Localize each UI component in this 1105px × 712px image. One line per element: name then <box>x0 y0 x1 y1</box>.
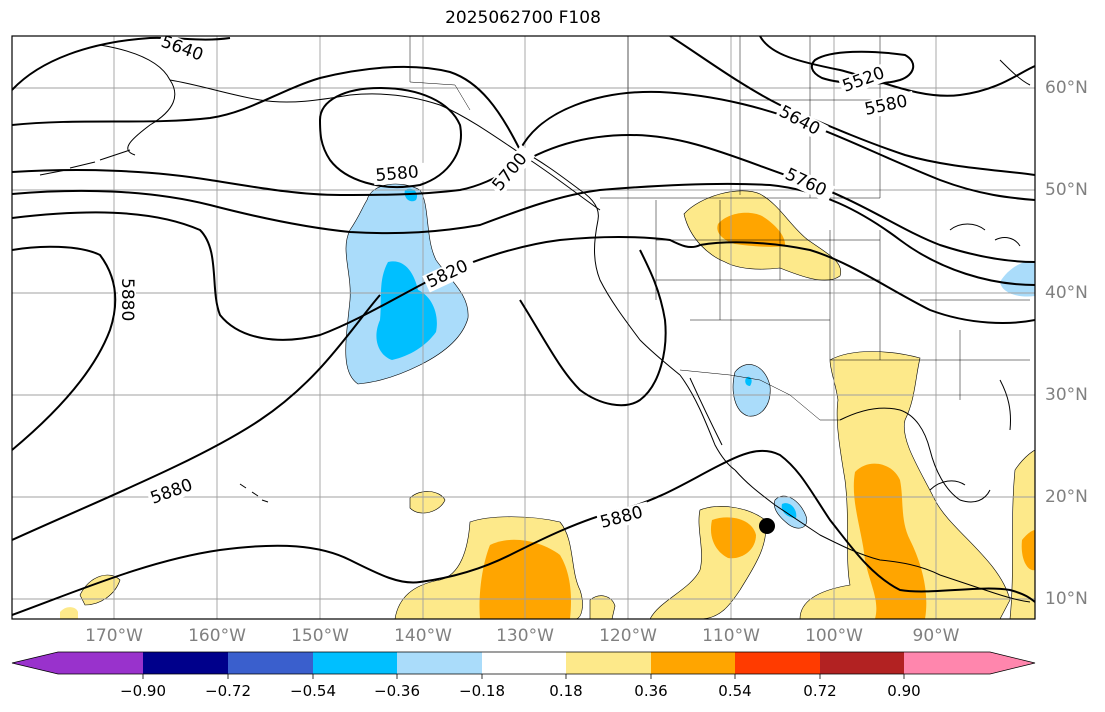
colorbar-label-2: −0.72 <box>205 682 251 700</box>
colorbar-label-8: 0.54 <box>718 682 752 700</box>
gulf-coast <box>839 407 991 503</box>
yellow-anomaly-sw-corner <box>60 607 78 619</box>
map-frame <box>11 35 1036 620</box>
florida-coast <box>999 379 1011 431</box>
lat-label-60n: 60°N <box>1045 78 1088 98</box>
colorbar-cell-9 <box>735 652 820 674</box>
colorbar-cell-11 <box>904 652 990 674</box>
shaded-field <box>60 183 1035 619</box>
contour-5580-ring <box>318 86 462 188</box>
orange-anomaly-east-pacific <box>710 517 756 559</box>
great-lakes <box>949 223 1021 247</box>
contour-5580-north <box>759 36 1035 97</box>
colorbar-label-3: −0.54 <box>290 682 336 700</box>
yellow-anomaly-far-west <box>79 574 121 606</box>
blue-anomaly-coast-core <box>781 503 797 518</box>
us-west-coast <box>594 219 681 376</box>
lat-label-30n: 30°N <box>1045 385 1088 405</box>
lon-label-100w: 100°W <box>805 626 863 646</box>
contour-5640-northwest <box>12 36 231 91</box>
lon-label-130w: 130°W <box>496 626 554 646</box>
contour-5820-main <box>12 211 1035 341</box>
lon-label-150w: 150°W <box>291 626 349 646</box>
contour-label-5880-west-text: 5880 <box>117 278 137 321</box>
alaska-coast <box>99 44 601 211</box>
central-america <box>939 574 1031 603</box>
blue-anomaly-east <box>1000 260 1035 297</box>
lat-label-10n: 10°N <box>1045 589 1088 609</box>
state-lines <box>655 200 1030 400</box>
blue-anomaly-mexico <box>732 364 771 417</box>
yucatan <box>929 480 966 491</box>
colorbar <box>11 651 1036 679</box>
colorbar-cell-7 <box>566 652 651 674</box>
orange-anomaly-plains <box>717 212 786 247</box>
colorbar-outline <box>11 651 1036 675</box>
blue-anomaly-small <box>404 188 418 202</box>
alaska-canada-border <box>409 36 471 111</box>
contour-5880-west <box>12 245 117 451</box>
contour-label-5880-west: 5880 <box>117 276 137 328</box>
colorbar-cell-2 <box>143 652 228 674</box>
colorbar-label-7: 0.36 <box>634 682 668 700</box>
orange-anomaly-east-edge <box>1021 530 1035 571</box>
colorbar-extend-left <box>12 652 58 674</box>
lon-label-170w: 170°W <box>85 626 143 646</box>
colorbar-cell-8 <box>651 652 735 674</box>
coastlines <box>39 44 1031 603</box>
hawaii <box>239 483 269 503</box>
lat-label-20n: 20°N <box>1045 487 1088 507</box>
yellow-anomaly-east-edge <box>1009 449 1035 619</box>
baja-coast <box>679 374 736 471</box>
contour-5880-mid <box>12 249 667 541</box>
storm-position-marker <box>759 518 775 534</box>
colorbar-cell-5 <box>397 652 482 674</box>
us-mexico-border <box>679 369 840 421</box>
hudson-area <box>999 59 1031 86</box>
orange-anomaly-gulf <box>853 463 927 619</box>
colorbar-label-5: −0.18 <box>459 682 505 700</box>
colorbar-cell-10 <box>820 652 904 674</box>
colorbar-label-4: −0.36 <box>374 682 420 700</box>
colorbar-cell-6 <box>482 652 566 674</box>
contour-label-5580-ring-text: 5580 <box>375 162 420 186</box>
lon-label-110w: 110°W <box>702 626 760 646</box>
map-area: 5640 5520 5580 5640 5580 5700 5760 5820 … <box>12 36 1035 619</box>
colorbar-label-1: −0.90 <box>120 682 166 700</box>
colorbar-cell-4 <box>313 652 397 674</box>
colorbar-label-10: 0.90 <box>887 682 921 700</box>
lon-label-90w: 90°W <box>912 626 960 646</box>
mexico-west-coast <box>734 469 941 576</box>
lon-label-120w: 120°W <box>599 626 657 646</box>
colorbar-cell-3 <box>228 652 313 674</box>
bc-coast <box>519 149 599 221</box>
lon-label-160w: 160°W <box>188 626 246 646</box>
map-title: 2025062700 F108 <box>445 8 601 28</box>
contour-label-5580-ring: 5580 <box>372 162 427 186</box>
colorbar-extend-right <box>990 652 1035 674</box>
contour-5640-north <box>669 36 1035 176</box>
lat-label-40n: 40°N <box>1045 283 1088 303</box>
contour-5760-main <box>12 182 1035 286</box>
colorbar-cell-1 <box>58 652 143 674</box>
blue-anomaly-mexico-core <box>745 376 752 386</box>
colorbar-ticks <box>142 674 905 679</box>
yellow-anomaly-gulf <box>799 351 1011 619</box>
colorbar-label-9: 0.72 <box>803 682 837 700</box>
colorbar-label-6: 0.18 <box>549 682 583 700</box>
lat-label-50n: 50°N <box>1045 180 1088 200</box>
blue-anomaly-core <box>376 261 437 360</box>
contour-5520-ring <box>810 50 915 85</box>
lon-label-140w: 140°W <box>394 626 452 646</box>
